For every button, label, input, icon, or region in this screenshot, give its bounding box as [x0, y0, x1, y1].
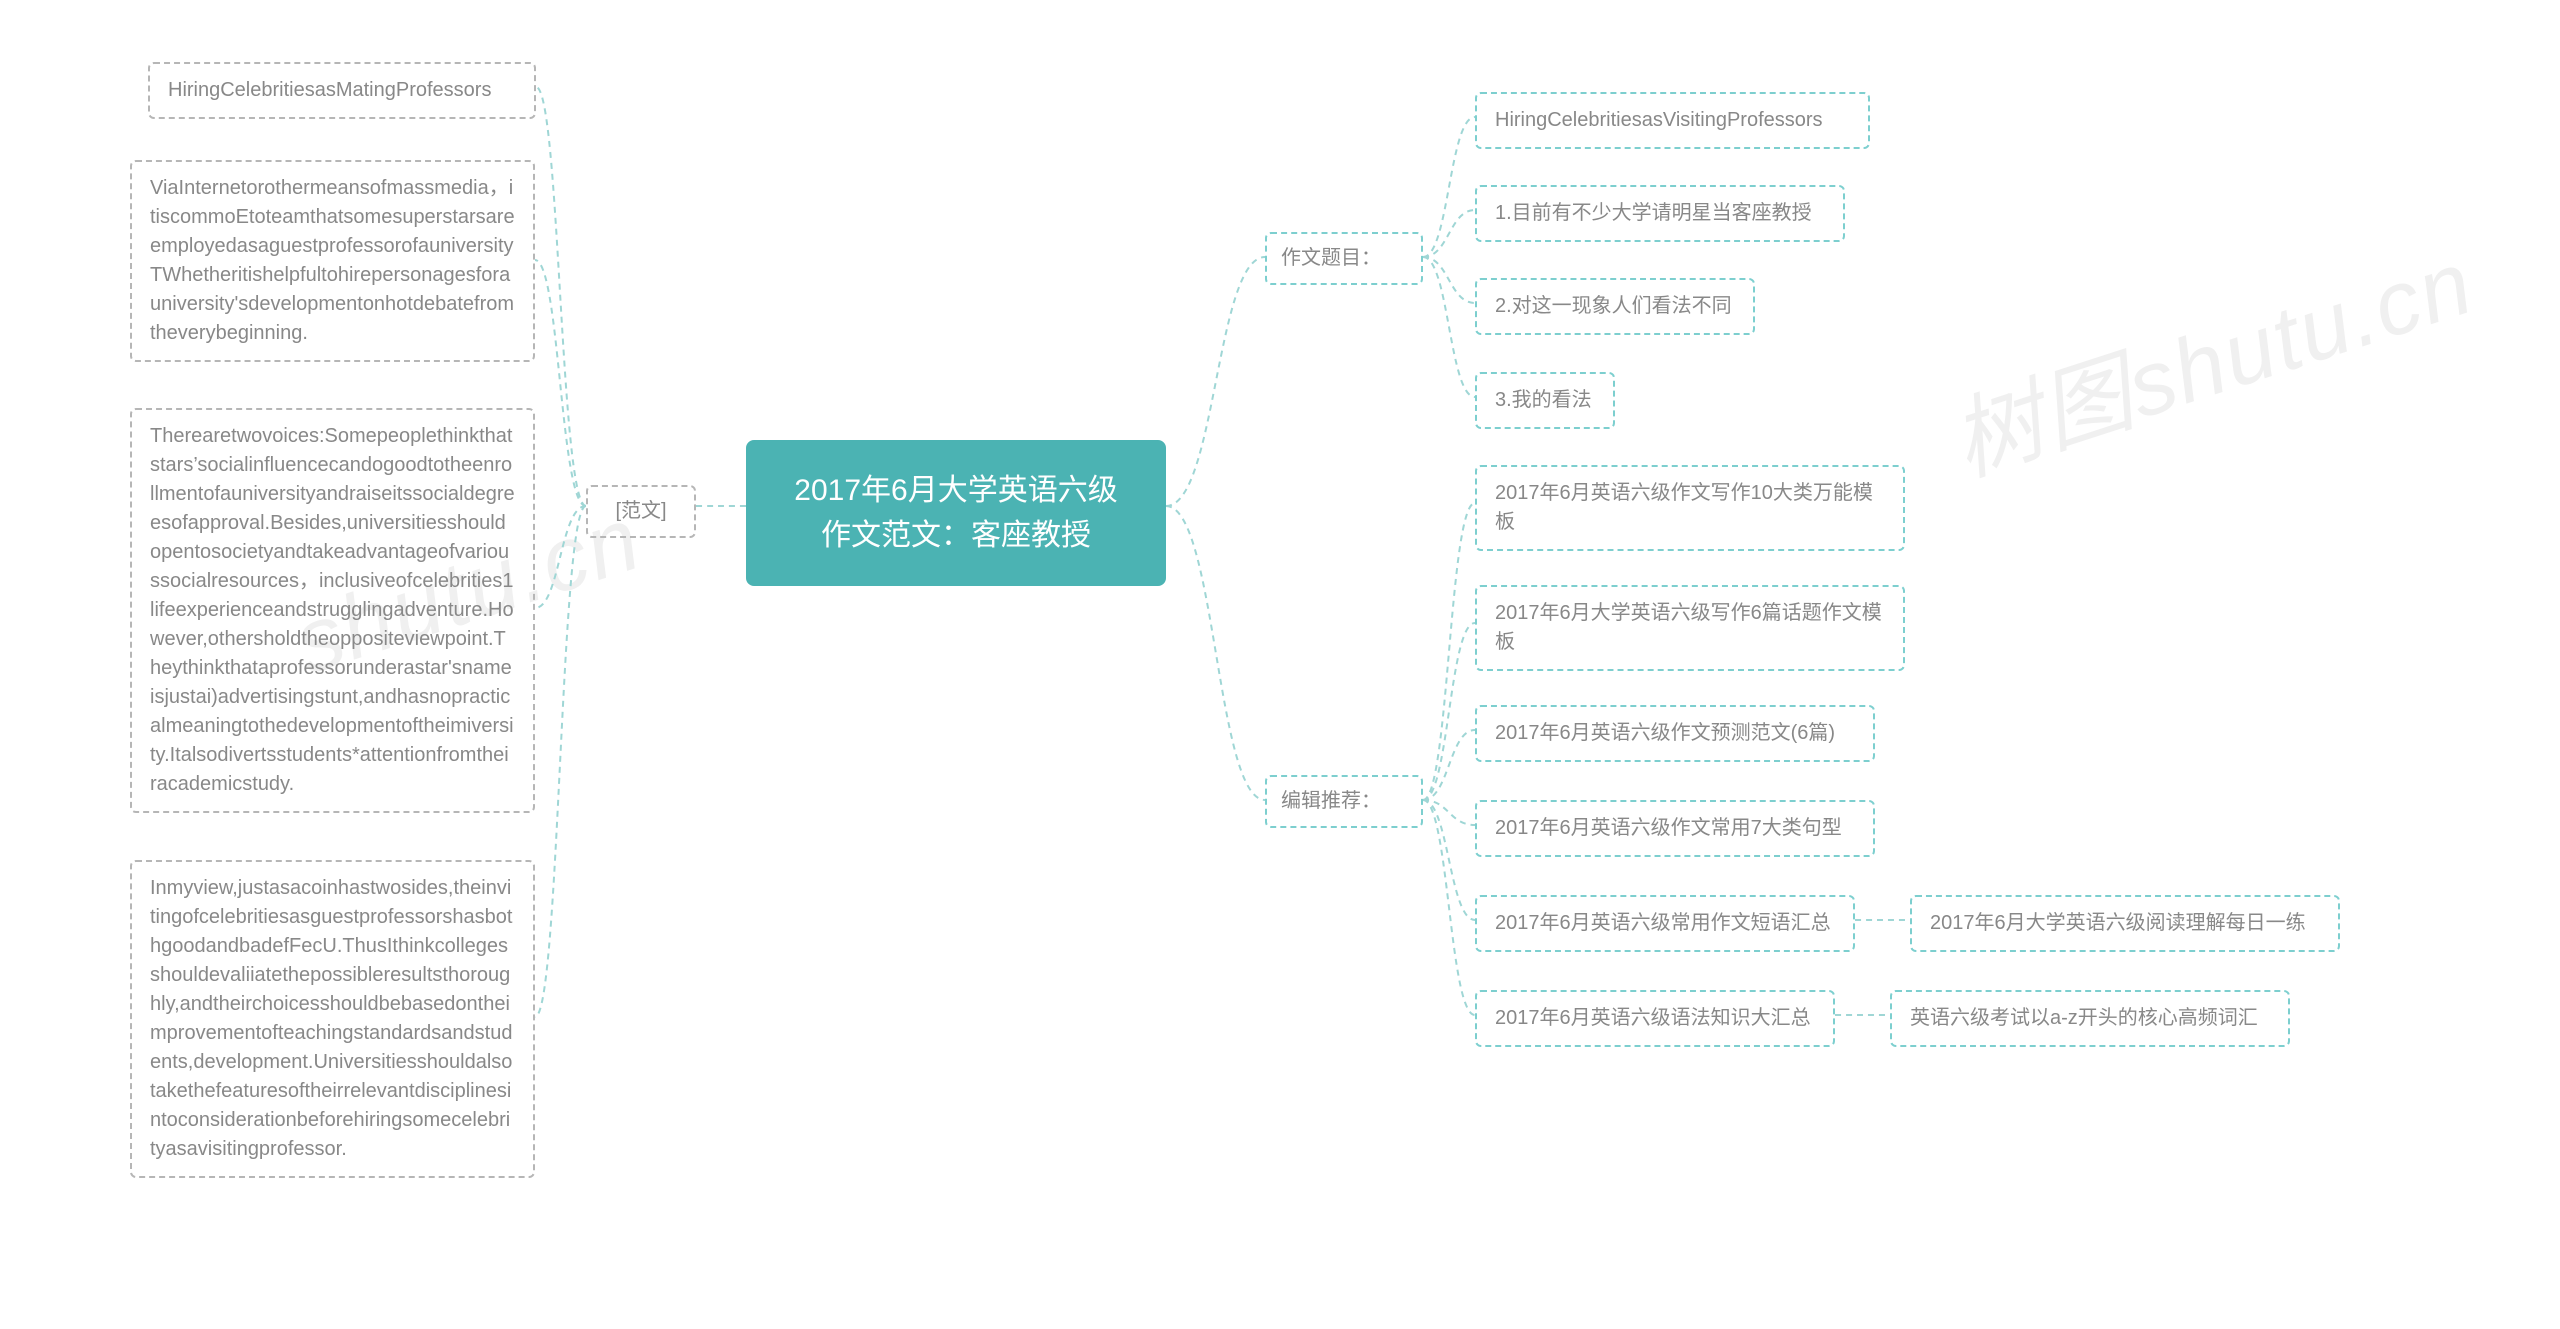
root-node: 2017年6月大学英语六级作文范文：客座教授	[746, 440, 1166, 586]
r0-child-2: 2.对这一现象人们看法不同	[1475, 278, 1755, 335]
r1-child-2: 2017年6月英语六级作文预测范文(6篇)	[1475, 705, 1875, 762]
left-item-3: Inmyview,justasacoinhastwosides,theinvit…	[130, 860, 535, 1178]
r1-child-1: 2017年6月大学英语六级写作6篇话题作文模板	[1475, 585, 1905, 671]
r1-child-3: 2017年6月英语六级作文常用7大类句型	[1475, 800, 1875, 857]
left-item-0: HiringCelebritiesasMatingProfessors	[148, 62, 536, 119]
left-item-2: Therearetwovoices:Somepeoplethinkthatsta…	[130, 408, 535, 813]
r1-child-5-sub: 英语六级考试以a-z开头的核心高频词汇	[1890, 990, 2290, 1047]
r0-child-0: HiringCelebritiesasVisitingProfessors	[1475, 92, 1870, 149]
r1-child-4: 2017年6月英语六级常用作文短语汇总	[1475, 895, 1855, 952]
r1-child-5: 2017年6月英语六级语法知识大汇总	[1475, 990, 1835, 1047]
left-branch-label-text: [范文]	[615, 500, 666, 522]
r1-child-0: 2017年6月英语六级作文写作10大类万能模板	[1475, 465, 1905, 551]
root-text: 2017年6月大学英语六级作文范文：客座教授	[794, 474, 1117, 552]
r0-child-3: 3.我的看法	[1475, 372, 1615, 429]
r0-child-1: 1.目前有不少大学请明星当客座教授	[1475, 185, 1845, 242]
right-branch-0: 作文题目：	[1265, 232, 1423, 285]
right-branch-1: 编辑推荐：	[1265, 775, 1423, 828]
left-branch-label: [范文]	[586, 485, 696, 538]
left-item-1: ViaInternetorothermeansofmassmedia，itisc…	[130, 160, 535, 362]
r1-child-4-sub: 2017年6月大学英语六级阅读理解每日一练	[1910, 895, 2340, 952]
